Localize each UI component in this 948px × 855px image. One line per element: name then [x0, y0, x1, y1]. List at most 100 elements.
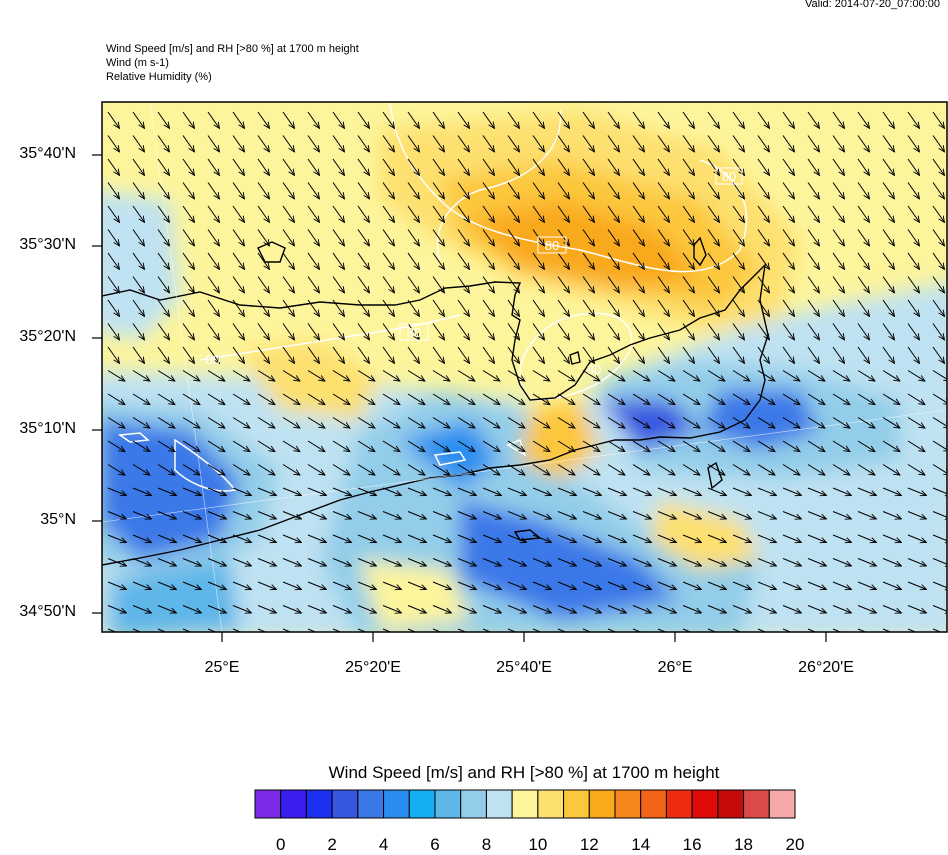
contour-label-text: 80: [407, 325, 421, 340]
wind-arrow: [557, 440, 575, 452]
wind-arrow: [132, 393, 150, 405]
wind-arrow: [332, 252, 345, 269]
wind-arrow: [682, 158, 695, 175]
wind-arrow: [732, 135, 745, 152]
wind-arrow: [657, 511, 677, 520]
wind-arrow: [207, 205, 220, 222]
wind-arrow: [657, 581, 677, 590]
wind-arrow: [832, 299, 845, 316]
wind-arrow: [332, 135, 345, 152]
wind-arrow: [932, 252, 945, 269]
wind-arrow: [782, 252, 795, 269]
wind-arrow: [607, 252, 620, 269]
wind-arrow: [107, 440, 125, 452]
wind-arrow: [882, 346, 895, 363]
wind-arrow: [932, 346, 945, 363]
wind-arrow: [107, 417, 125, 429]
wind-arrow: [432, 605, 452, 614]
wind-arrow: [682, 135, 695, 152]
wind-arrow: [482, 346, 495, 363]
wind-arrow: [757, 581, 777, 590]
wind-arrow: [657, 487, 677, 496]
wind-arrow: [657, 182, 670, 199]
wind-arrow: [557, 182, 570, 199]
wind-arrow: [132, 440, 150, 452]
valid-time: Valid: 2014-07-20_07:00:00: [805, 0, 940, 10]
wind-arrow: [507, 158, 520, 175]
wind-arrow: [182, 581, 202, 590]
wind-arrow: [307, 605, 327, 614]
wind-arrow: [407, 229, 420, 246]
wind-arrow: [882, 558, 902, 567]
wind-arrow: [857, 628, 877, 632]
wind-arrow: [282, 182, 295, 199]
wind-arrow: [207, 299, 220, 316]
wind-arrow: [832, 252, 845, 269]
wind-arrow: [132, 605, 152, 614]
wind-arrow: [507, 205, 520, 222]
wind-arrow: [932, 628, 948, 632]
wind-arrow: [807, 370, 825, 382]
wind-arrow: [207, 370, 225, 382]
wind-arrow: [457, 346, 470, 363]
wind-arrow: [257, 323, 270, 340]
wind-arrow: [457, 417, 475, 429]
wind-arrow: [307, 417, 325, 429]
wind-arrow: [257, 464, 275, 476]
wind-arrow: [582, 534, 602, 543]
wind-arrow: [407, 605, 427, 614]
lat-label: 35°40'N: [19, 145, 76, 162]
wind-arrow: [357, 581, 377, 590]
wind-arrow: [357, 182, 370, 199]
wind-arrow: [257, 229, 270, 246]
wind-arrow: [582, 252, 595, 269]
wind-arrow: [332, 417, 350, 429]
wind-arrow: [432, 205, 445, 222]
wind-arrow: [832, 323, 845, 340]
wind-arrow: [782, 440, 800, 452]
wind-arrow: [732, 299, 745, 316]
wind-arrow: [507, 182, 520, 199]
wind-arrow: [307, 252, 320, 269]
wind-arrow: [357, 111, 370, 128]
wind-arrow: [232, 393, 250, 405]
wind-arrow: [557, 299, 570, 316]
wind-arrow: [782, 346, 795, 363]
wind-arrow: [557, 393, 575, 405]
wind-arrow: [882, 628, 902, 632]
wind-arrow: [532, 628, 552, 632]
wind-arrow: [832, 205, 845, 222]
wind-arrow: [557, 534, 577, 543]
wind-arrow: [657, 464, 675, 476]
wind-arrow: [232, 346, 245, 363]
wind-arrow: [357, 276, 370, 293]
wind-arrow: [282, 581, 302, 590]
wind-arrow: [907, 464, 925, 476]
wind-arrow: [707, 440, 725, 452]
wind-arrow: [307, 111, 320, 128]
wind-arrow: [132, 581, 152, 590]
wind-arrow: [682, 299, 695, 316]
wind-arrow: [532, 182, 545, 199]
wind-arrow: [482, 276, 495, 293]
wind-arrow: [632, 487, 652, 496]
wind-arrow: [757, 605, 777, 614]
wind-arrow: [132, 534, 152, 543]
wind-arrow: [382, 417, 400, 429]
wind-arrow: [782, 464, 800, 476]
wind-arrow: [482, 158, 495, 175]
wind-arrow: [732, 158, 745, 175]
wind-arrow: [282, 511, 302, 520]
wind-arrow: [182, 323, 195, 340]
wind-arrow: [857, 252, 870, 269]
wind-arrow: [807, 323, 820, 340]
wind-arrow: [732, 558, 752, 567]
wind-arrow: [107, 605, 127, 614]
wind-arrow: [232, 135, 245, 152]
graticule: [102, 102, 947, 632]
wind-arrow: [332, 487, 352, 496]
wind-arrow: [432, 581, 452, 590]
wind-arrow: [657, 229, 670, 246]
wind-arrow: [657, 558, 677, 567]
wind-arrow: [257, 252, 270, 269]
